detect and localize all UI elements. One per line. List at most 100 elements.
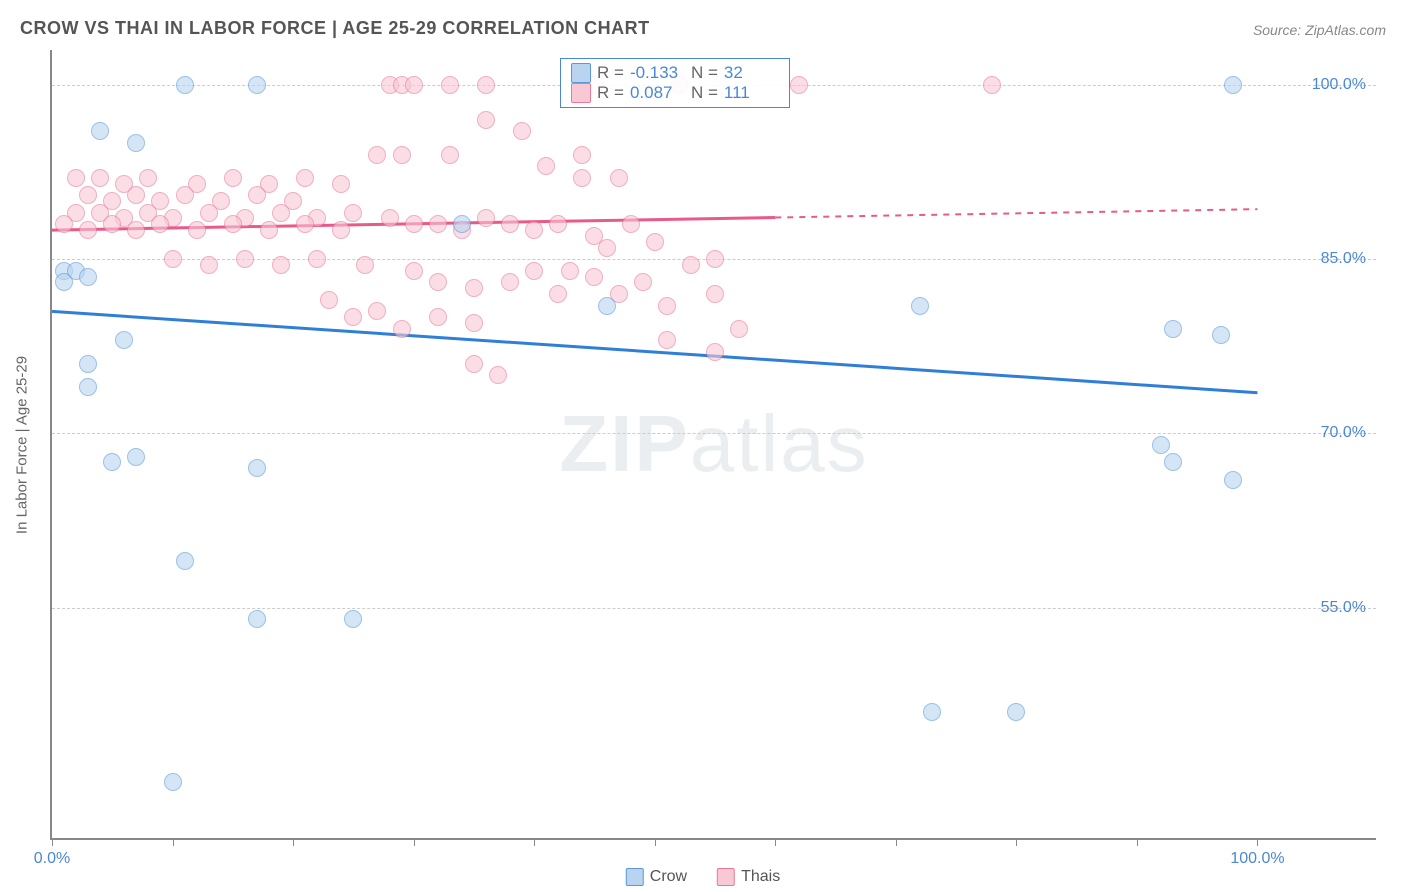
- data-point: [236, 250, 254, 268]
- data-point: [248, 610, 266, 628]
- data-point: [151, 215, 169, 233]
- x-tick: [1257, 838, 1258, 846]
- data-point: [477, 111, 495, 129]
- data-point: [164, 773, 182, 791]
- legend-row: R =-0.133N =32: [571, 63, 779, 83]
- data-point: [332, 221, 350, 239]
- data-point: [911, 297, 929, 315]
- data-point: [55, 273, 73, 291]
- data-point: [706, 343, 724, 361]
- x-tick: [293, 838, 294, 846]
- data-point: [658, 297, 676, 315]
- legend-item: Thais: [717, 868, 780, 886]
- x-tick: [534, 838, 535, 846]
- data-point: [573, 169, 591, 187]
- data-point: [477, 209, 495, 227]
- data-point: [127, 186, 145, 204]
- data-point: [79, 378, 97, 396]
- y-axis-label: In Labor Force | Age 25-29: [14, 356, 31, 534]
- data-point: [537, 157, 555, 175]
- trend-lines-svg: [52, 50, 1378, 840]
- data-point: [164, 250, 182, 268]
- legend-item: Crow: [626, 868, 687, 886]
- data-point: [429, 215, 447, 233]
- data-point: [453, 215, 471, 233]
- data-point: [344, 204, 362, 222]
- legend-swatch: [571, 63, 591, 83]
- data-point: [320, 291, 338, 309]
- data-point: [598, 297, 616, 315]
- chart-container: CROW VS THAI IN LABOR FORCE | AGE 25-29 …: [0, 0, 1406, 892]
- source-attribution: Source: ZipAtlas.com: [1253, 22, 1386, 38]
- legend-n-label: N =: [691, 83, 718, 103]
- legend-r-value: 0.087: [630, 83, 685, 103]
- legend-label: Thais: [741, 868, 780, 886]
- data-point: [682, 256, 700, 274]
- data-point: [585, 268, 603, 286]
- data-point: [561, 262, 579, 280]
- chart-title: CROW VS THAI IN LABOR FORCE | AGE 25-29 …: [20, 18, 650, 39]
- data-point: [658, 331, 676, 349]
- data-point: [1212, 326, 1230, 344]
- y-tick-label: 55.0%: [1321, 599, 1366, 617]
- y-tick-label: 85.0%: [1321, 250, 1366, 268]
- x-tick: [655, 838, 656, 846]
- gridline: [52, 608, 1376, 609]
- data-point: [465, 355, 483, 373]
- data-point: [272, 204, 290, 222]
- data-point: [706, 285, 724, 303]
- x-tick: [414, 838, 415, 846]
- data-point: [368, 302, 386, 320]
- legend-swatch: [717, 868, 735, 886]
- data-point: [103, 215, 121, 233]
- data-point: [79, 355, 97, 373]
- data-point: [1007, 703, 1025, 721]
- correlation-legend: R =-0.133N =32R =0.087N =111: [560, 58, 790, 108]
- data-point: [103, 453, 121, 471]
- data-point: [429, 308, 447, 326]
- data-point: [983, 76, 1001, 94]
- data-point: [381, 209, 399, 227]
- data-point: [260, 221, 278, 239]
- data-point: [489, 366, 507, 384]
- data-point: [634, 273, 652, 291]
- data-point: [272, 256, 290, 274]
- y-tick-label: 100.0%: [1312, 76, 1366, 94]
- data-point: [549, 215, 567, 233]
- data-point: [176, 552, 194, 570]
- data-point: [188, 221, 206, 239]
- legend-swatch: [626, 868, 644, 886]
- data-point: [477, 76, 495, 94]
- data-point: [91, 169, 109, 187]
- legend-label: Crow: [650, 868, 687, 886]
- x-tick: [1016, 838, 1017, 846]
- data-point: [248, 459, 266, 477]
- data-point: [296, 169, 314, 187]
- x-tick: [896, 838, 897, 846]
- legend-r-value: -0.133: [630, 63, 685, 83]
- data-point: [525, 221, 543, 239]
- data-point: [441, 146, 459, 164]
- data-point: [176, 76, 194, 94]
- data-point: [790, 76, 808, 94]
- data-point: [405, 215, 423, 233]
- data-point: [465, 314, 483, 332]
- data-point: [200, 204, 218, 222]
- data-point: [296, 215, 314, 233]
- data-point: [393, 146, 411, 164]
- data-point: [441, 76, 459, 94]
- legend-swatch: [571, 83, 591, 103]
- legend-row: R =0.087N =111: [571, 83, 779, 103]
- data-point: [405, 76, 423, 94]
- data-point: [344, 610, 362, 628]
- data-point: [127, 221, 145, 239]
- data-point: [465, 279, 483, 297]
- data-point: [200, 256, 218, 274]
- data-point: [1224, 76, 1242, 94]
- data-point: [224, 215, 242, 233]
- data-point: [549, 285, 567, 303]
- legend-n-value: 111: [724, 83, 779, 103]
- data-point: [706, 250, 724, 268]
- data-point: [248, 186, 266, 204]
- data-point: [127, 134, 145, 152]
